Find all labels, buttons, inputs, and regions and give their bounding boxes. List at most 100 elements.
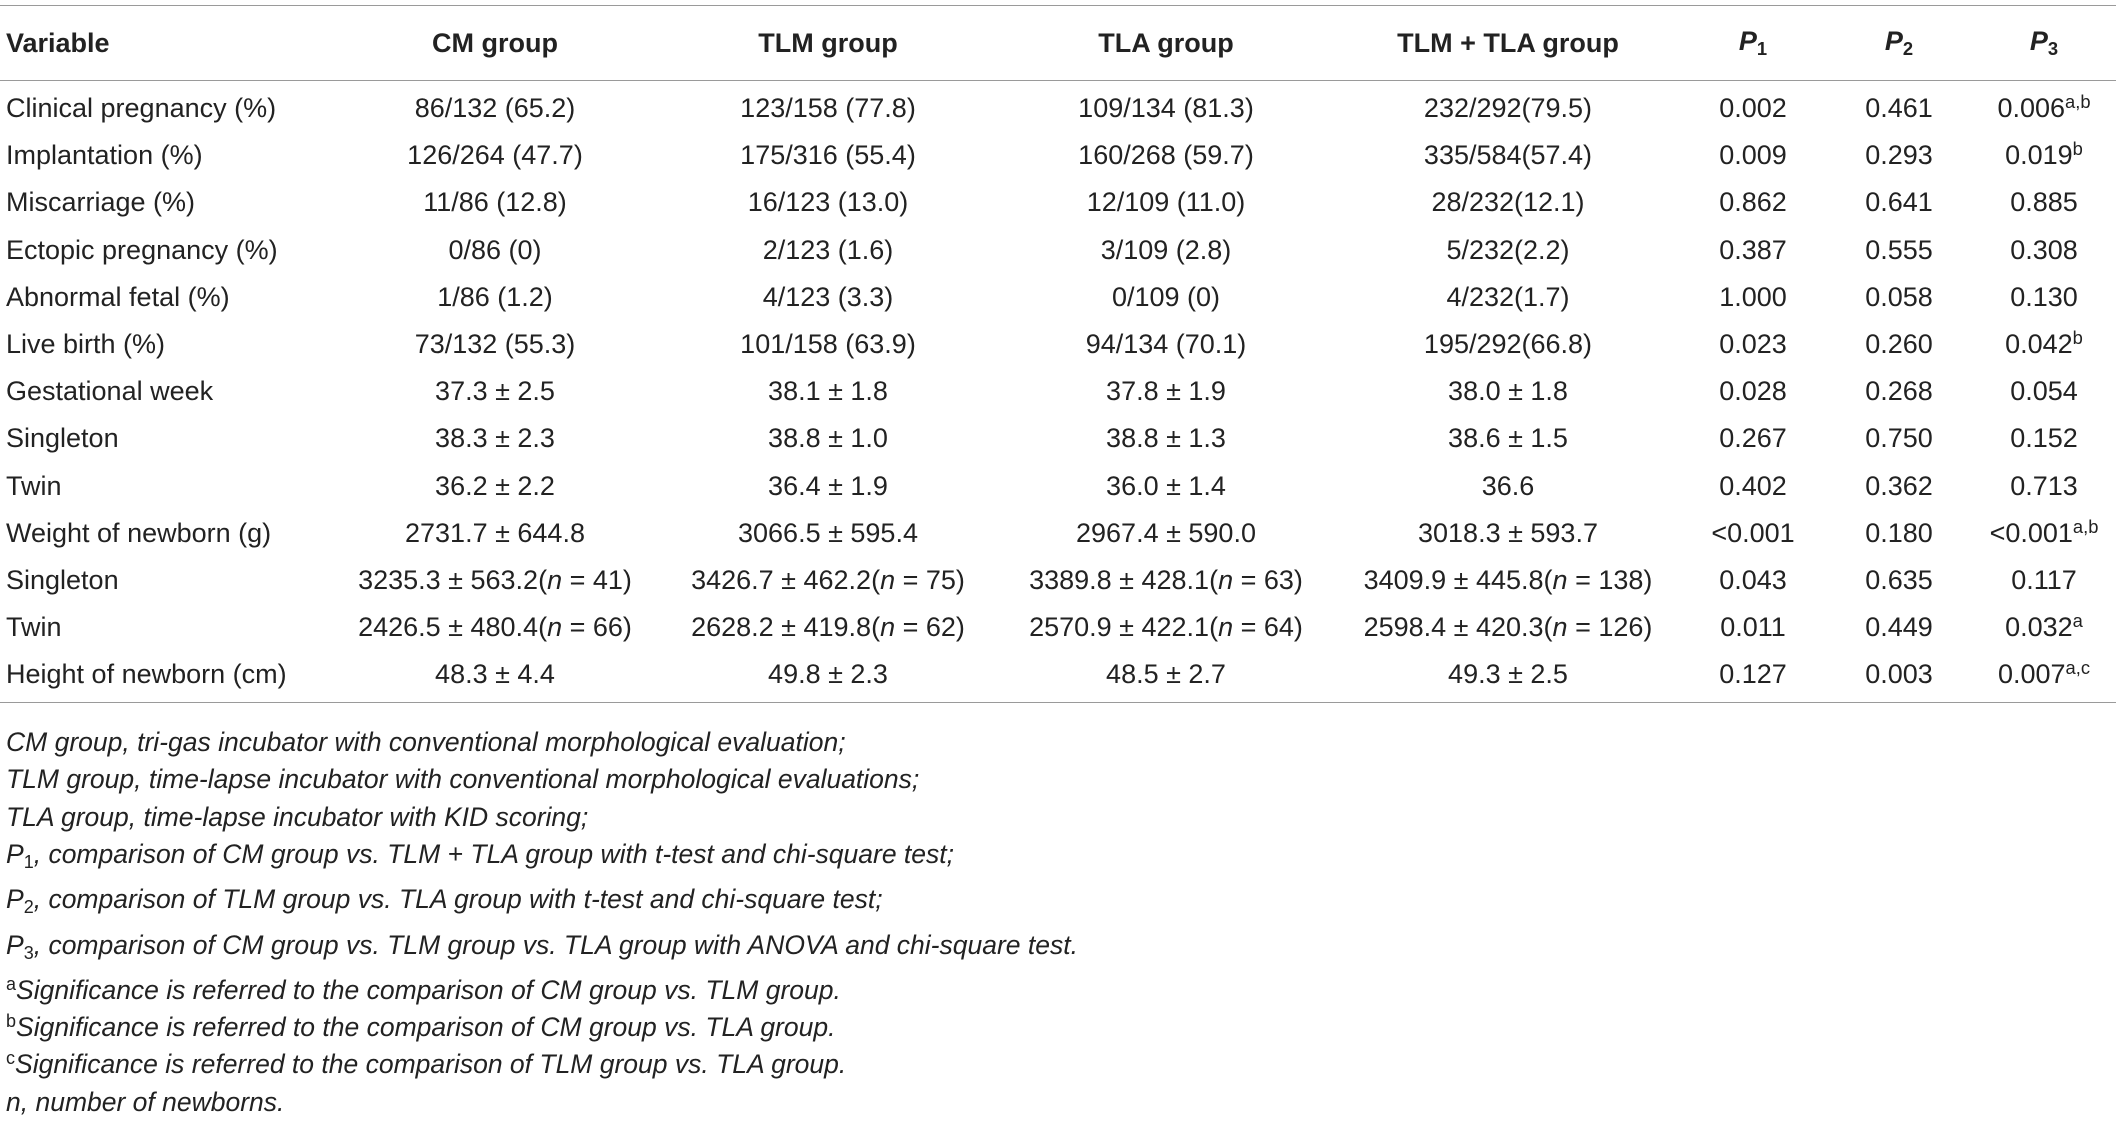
cell-tlm: 36.4 ± 1.9 [768, 470, 888, 501]
row-label: Twin [6, 612, 62, 643]
table-row: Twin 2426.5 ± 480.4(n = 66) 2628.2 ± 419… [0, 604, 2116, 651]
cell-cm: 2731.7 ± 644.8 [405, 517, 585, 548]
header-variable: Variable [0, 5, 330, 81]
cell-cm: 0/86 (0) [448, 234, 542, 265]
cell-cm: 38.3 ± 2.3 [435, 423, 555, 454]
cell-tlm-tla: 335/584(57.4) [1423, 140, 1593, 171]
results-table: Variable CM group TLM group TLA group TL… [0, 5, 2116, 704]
cell-tla: 94/134 (70.1) [1085, 329, 1247, 360]
cell-p3: <0.001a,b [1972, 510, 2116, 557]
cell-p3: 0.042b [1972, 321, 2116, 368]
footnote-cm: CM group, tri-gas incubator with convent… [6, 727, 846, 757]
cell-p2: 0.641 [1865, 187, 1933, 218]
cell-tlm: 38.8 ± 1.0 [768, 423, 888, 454]
row-label: Abnormal fetal (%) [6, 281, 230, 312]
row-label: Gestational week [6, 376, 214, 407]
p3-value: <0.001 [1989, 517, 2073, 548]
cell-tla: 3/109 (2.8) [1100, 234, 1232, 265]
cell-tlm: 101/158 (63.9) [740, 329, 916, 360]
table-row: Ectopic pregnancy (%) 0/86 (0) 2/123 (1.… [0, 227, 2116, 274]
significance-mark: a,b [2072, 515, 2099, 537]
cell-p2: 0.180 [1865, 517, 1933, 548]
header-cm-group: CM group [330, 5, 660, 81]
significance-mark: a,c [2065, 657, 2091, 679]
footnote-c: cSignificance is referred to the compari… [6, 1048, 847, 1080]
cell-tlm: 49.8 ± 2.3 [660, 651, 996, 704]
cell-p1: 0.387 [1719, 234, 1787, 265]
cell-p3: 0.054 [1972, 368, 2116, 415]
cell-cm: 48.3 ± 4.4 [330, 651, 660, 704]
table-row: Weight of newborn (g) 2731.7 ± 644.8 306… [0, 510, 2116, 557]
cell-tlm-tla: 38.0 ± 1.8 [1448, 376, 1568, 407]
p3-value: 0.885 [2010, 187, 2078, 218]
cell-tlm-tla: 49.3 ± 2.5 [1336, 651, 1680, 704]
cell-p2: 0.268 [1865, 376, 1933, 407]
cell-tlm: 2628.2 ± 419.8(n = 62) [691, 612, 965, 643]
cell-tla: 0/109 (0) [1111, 281, 1221, 312]
row-label: Implantation (%) [6, 140, 203, 171]
cell-tla: 12/109 (11.0) [1086, 187, 1246, 218]
footnote-p3: P3, comparison of CM group vs. TLM group… [6, 929, 1078, 963]
cell-p3: 0.130 [1972, 274, 2116, 321]
cell-p1: 1.000 [1719, 281, 1787, 312]
cell-p3: 0.006a,b [1972, 81, 2116, 133]
cell-tlm: 4/123 (3.3) [762, 281, 894, 312]
cell-p1: 0.009 [1719, 140, 1787, 171]
p3-value: 0.054 [2010, 376, 2078, 407]
row-label: Twin [6, 470, 62, 501]
cell-p2: 0.449 [1865, 612, 1933, 643]
footnote-p1: P1, comparison of CM group vs. TLM + TLA… [6, 838, 954, 872]
table-row: Miscarriage (%) 11/86 (12.8) 16/123 (13.… [0, 179, 2116, 226]
cell-tla: 36.0 ± 1.4 [1106, 470, 1226, 501]
cell-cm: 73/132 (55.3) [414, 329, 576, 360]
p3-value: 0.032 [2005, 612, 2073, 643]
cell-p1: 0.023 [1719, 329, 1787, 360]
cell-p1: 0.043 [1719, 564, 1787, 595]
row-label: Miscarriage (%) [6, 187, 196, 218]
cell-tlm-tla: 4/232(1.7) [1446, 281, 1570, 312]
header-tlm-tla-group: TLM + TLA group [1336, 5, 1680, 81]
cell-cm: 1/86 (1.2) [437, 281, 553, 312]
significance-mark: b [2072, 326, 2083, 348]
cell-tlm-tla: 28/232(12.1) [1431, 187, 1585, 218]
cell-p1: 0.862 [1719, 187, 1787, 218]
cell-cm: 11/86 (12.8) [423, 187, 567, 218]
p3-value: 0.713 [2010, 470, 2078, 501]
footnote-a: aSignificance is referred to the compari… [6, 973, 841, 1005]
header-p2: P2 [1826, 5, 1972, 81]
footnote-p2: P2, comparison of TLM group vs. TLA grou… [6, 884, 883, 918]
significance-mark: a,b [2065, 90, 2091, 112]
cell-tla: 160/268 (59.7) [1078, 140, 1254, 171]
p3-value: 0.042 [2005, 329, 2073, 360]
p3-value: 0.117 [2011, 564, 2077, 595]
cell-cm: 37.3 ± 2.5 [435, 376, 555, 407]
cell-p3: 0.019b [1972, 132, 2116, 179]
row-label: Ectopic pregnancy (%) [6, 234, 278, 265]
cell-p2: 0.750 [1865, 423, 1933, 454]
cell-tlm: 3426.7 ± 462.2(n = 75) [691, 564, 965, 595]
cell-tlm: 16/123 (13.0) [747, 187, 909, 218]
cell-p3: 0.713 [1972, 463, 2116, 510]
table-row: Gestational week 37.3 ± 2.5 38.1 ± 1.8 3… [0, 368, 2116, 415]
footnote-tlm: TLM group, time-lapse incubator with con… [6, 764, 920, 795]
cell-cm: 3235.3 ± 563.2(n = 41) [358, 564, 632, 595]
cell-p1: 0.002 [1719, 93, 1787, 124]
cell-p2: 0.293 [1865, 140, 1933, 171]
cell-cm: 126/264 (47.7) [407, 140, 583, 171]
cell-tlm: 175/316 (55.4) [740, 140, 916, 171]
table-row: Singleton 38.3 ± 2.3 38.8 ± 1.0 38.8 ± 1… [0, 415, 2116, 462]
header-tla-group: TLA group [996, 5, 1336, 81]
table-row: Live birth (%) 73/132 (55.3) 101/158 (63… [0, 321, 2116, 368]
cell-p1: <0.001 [1711, 517, 1795, 548]
row-label: Singleton [6, 564, 119, 595]
cell-tla: 2570.9 ± 422.1(n = 64) [1029, 612, 1303, 643]
cell-p2: 0.635 [1865, 564, 1933, 595]
cell-cm: 2426.5 ± 480.4(n = 66) [358, 612, 632, 643]
cell-tlm-tla: 2598.4 ± 420.3(n = 126) [1363, 612, 1653, 643]
cell-tlm-tla: 38.6 ± 1.5 [1448, 423, 1568, 454]
cell-tlm: 3066.5 ± 595.4 [738, 517, 918, 548]
p3-value: 0.130 [2010, 281, 2078, 312]
cell-tla: 2967.4 ± 590.0 [1076, 517, 1256, 548]
p3-value: 0.152 [2010, 423, 2078, 454]
